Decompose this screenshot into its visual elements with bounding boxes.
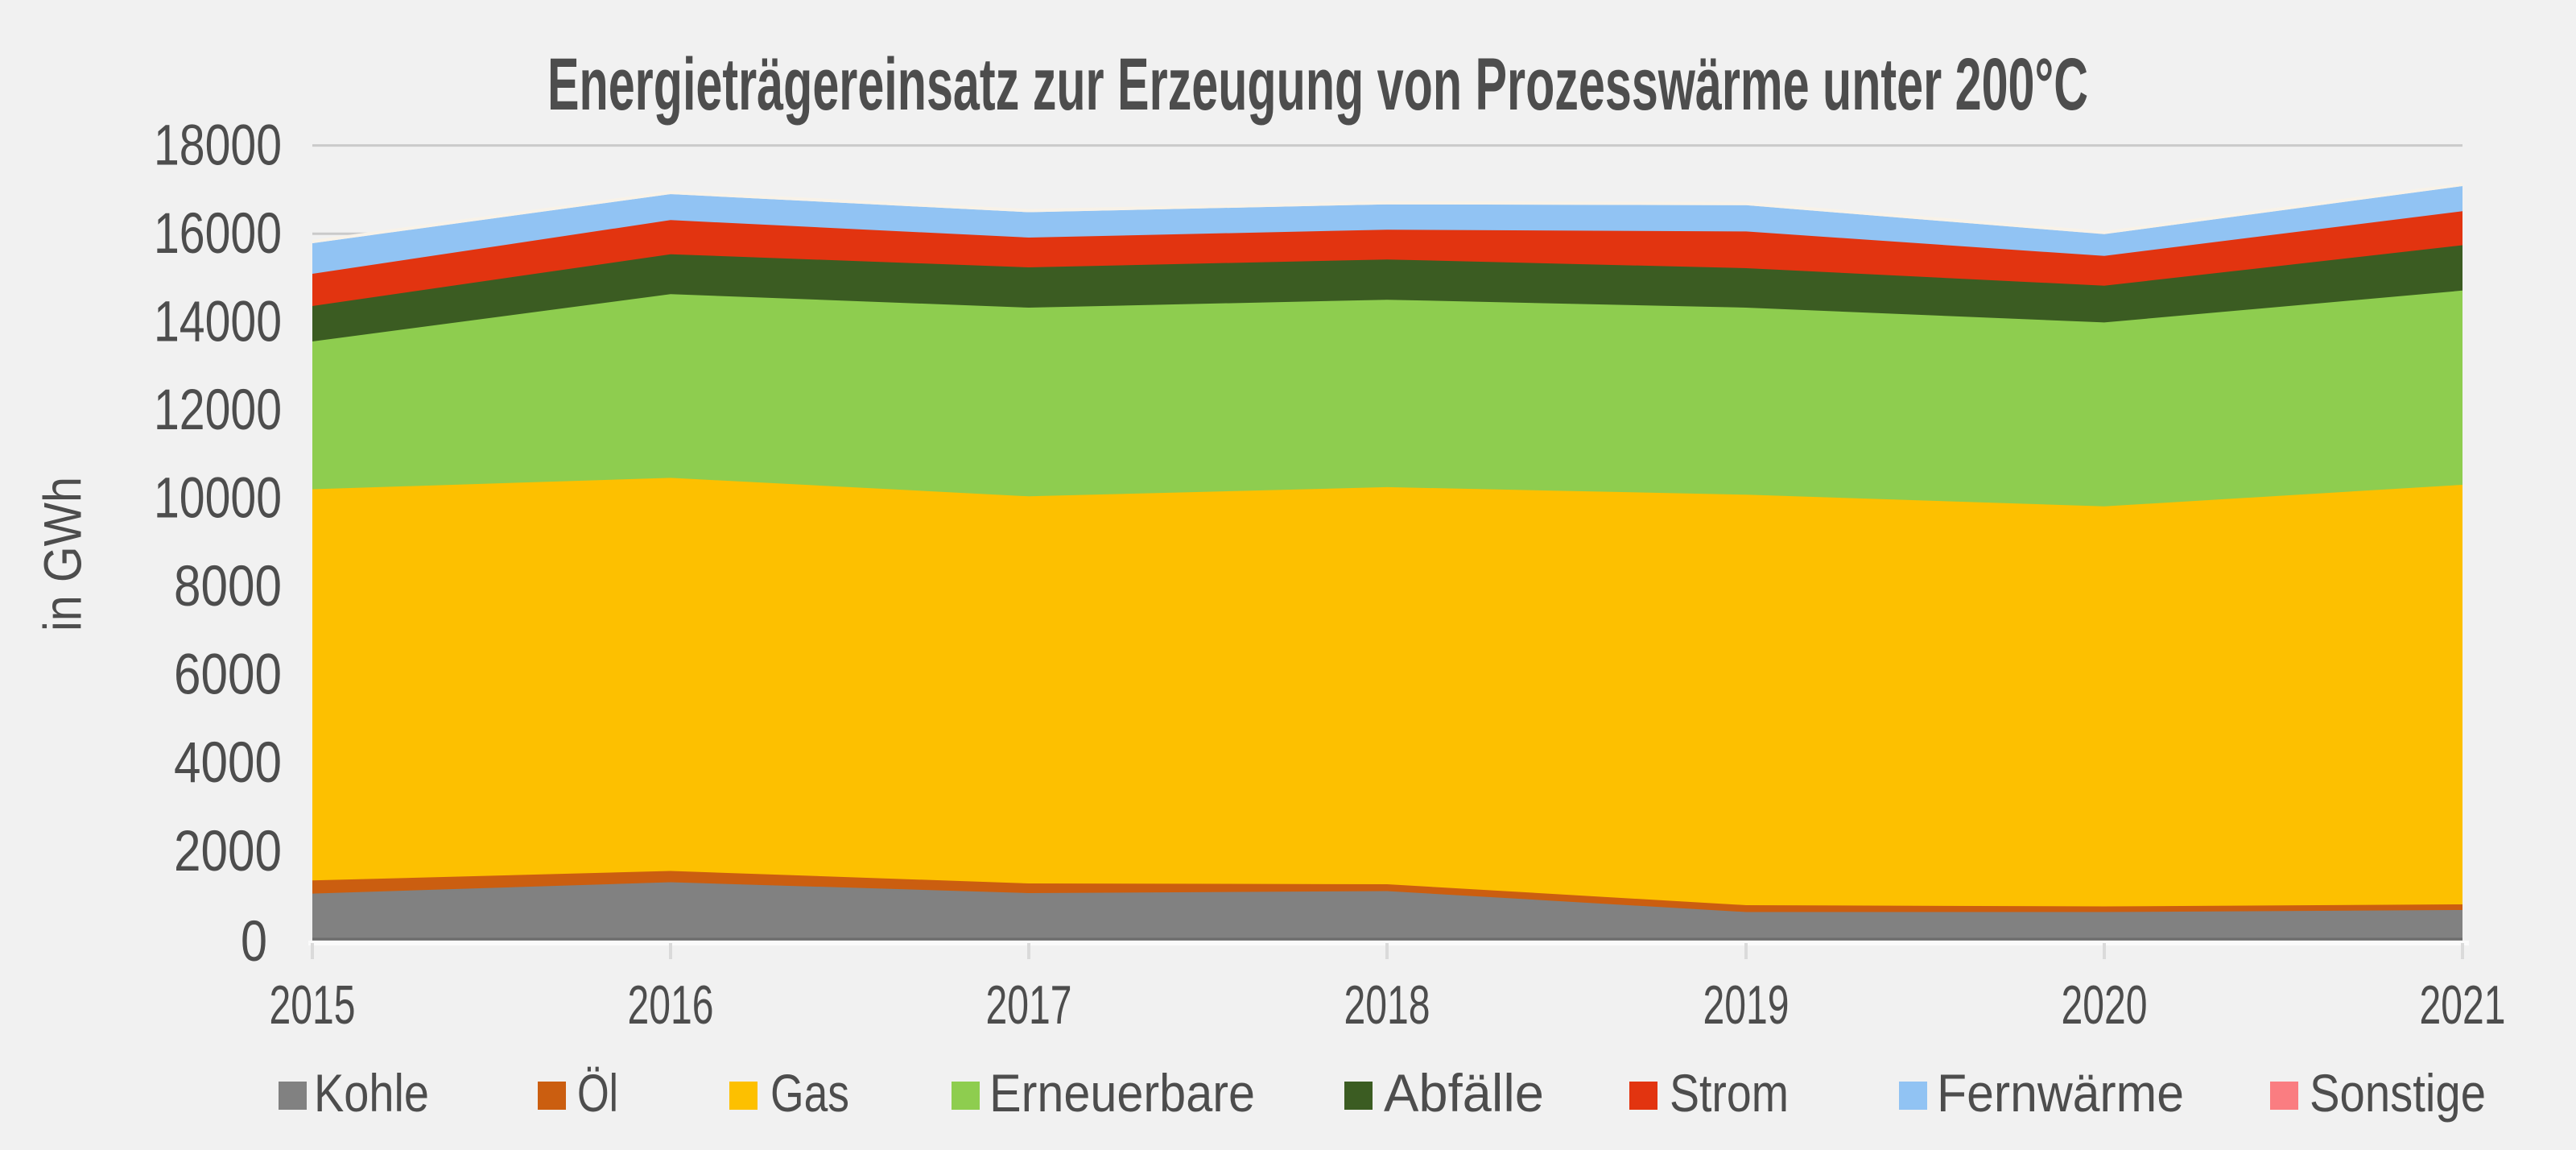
svg-text:12000: 12000 — [154, 379, 282, 442]
svg-text:8000: 8000 — [174, 555, 282, 618]
svg-text:2021: 2021 — [2420, 974, 2506, 1036]
svg-text:Abfälle: Abfälle — [1384, 1063, 1544, 1123]
svg-text:Erneuerbare: Erneuerbare — [989, 1063, 1255, 1123]
svg-text:4000: 4000 — [174, 731, 282, 795]
svg-text:Öl: Öl — [577, 1063, 618, 1123]
svg-text:18000: 18000 — [154, 114, 282, 177]
svg-text:2015: 2015 — [270, 974, 356, 1036]
svg-text:Gas: Gas — [770, 1063, 849, 1123]
svg-text:2000: 2000 — [174, 820, 282, 883]
svg-text:Energieträgereinsatz zur Erzeu: Energieträgereinsatz zur Erzeugung von P… — [547, 43, 2088, 126]
svg-text:Strom: Strom — [1670, 1063, 1789, 1123]
svg-text:Sonstige: Sonstige — [2310, 1063, 2486, 1123]
svg-text:10000: 10000 — [154, 467, 282, 531]
svg-text:2016: 2016 — [628, 974, 714, 1036]
svg-text:6000: 6000 — [174, 643, 282, 707]
svg-text:14000: 14000 — [154, 291, 282, 354]
svg-text:16000: 16000 — [154, 202, 282, 266]
svg-text:2020: 2020 — [2062, 974, 2148, 1036]
svg-text:Fernwärme: Fernwärme — [1937, 1063, 2184, 1123]
svg-text:0: 0 — [241, 910, 267, 974]
svg-text:2018: 2018 — [1344, 974, 1430, 1036]
svg-text:in GWh: in GWh — [33, 477, 93, 631]
svg-text:2017: 2017 — [986, 974, 1072, 1036]
svg-text:2019: 2019 — [1703, 974, 1790, 1036]
svg-text:Kohle: Kohle — [314, 1063, 429, 1123]
